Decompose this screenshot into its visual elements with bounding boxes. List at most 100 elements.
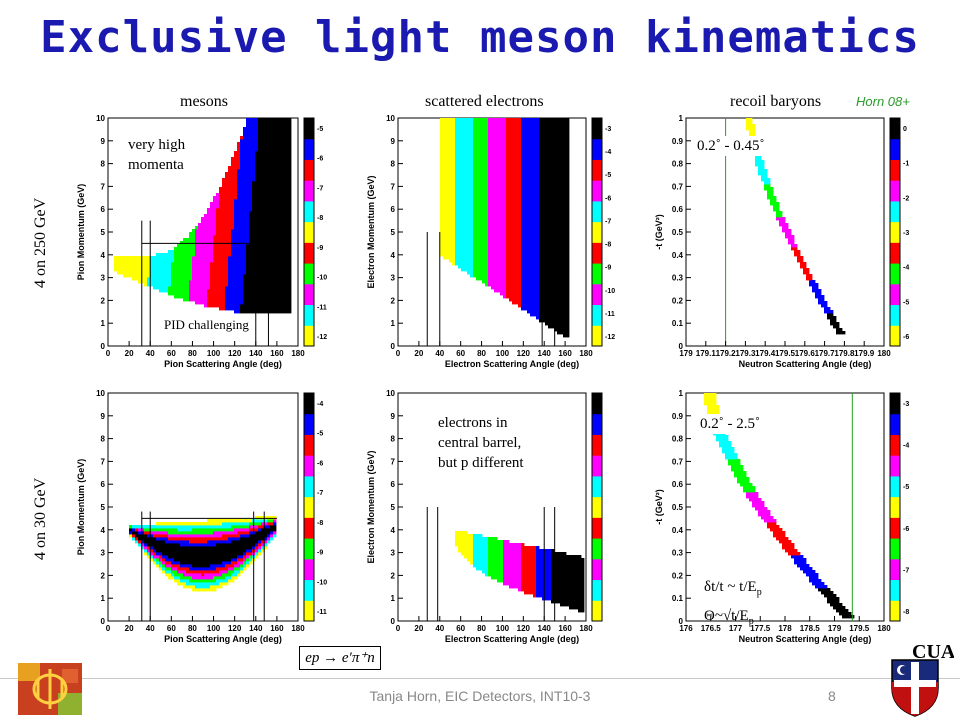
y-tick-label: 10 — [386, 389, 395, 398]
colorbar-cell — [304, 325, 314, 347]
colorbar-cell — [304, 263, 314, 285]
y-tick-label: 3 — [391, 549, 396, 558]
colorbar-cell — [304, 180, 314, 202]
x-tick-label: 160 — [270, 349, 284, 358]
colorbar-tick-label: -9 — [605, 265, 611, 272]
x-tick-label: 40 — [146, 624, 155, 633]
x-tick-label: 100 — [496, 624, 510, 633]
colorbar-tick-label: -10 — [317, 579, 327, 586]
colorbar-tick-label: -4 — [605, 149, 611, 156]
colorbar-cell — [304, 496, 314, 518]
colorbar-tick-label: -4 — [903, 443, 909, 450]
colorbar-tick-label: -6 — [903, 526, 909, 533]
plot-electrons-250: 0 1 2 3 4 5 6 7 8 9 10 0 20 40 60 80 100 120 140 160 180 Elec… — [362, 110, 642, 372]
y-tick-label: 0.2 — [672, 296, 684, 305]
x-tick-label: 160 — [558, 349, 572, 358]
y-tick-label: 0.3 — [672, 549, 684, 558]
colorbar-cell — [592, 221, 602, 243]
reaction-label: ep → e′π⁺n — [299, 646, 381, 670]
x-tick-label: 0 — [106, 624, 111, 633]
colorbar-tick-label: -12 — [317, 334, 327, 341]
x-tick-label: 179 — [828, 624, 842, 633]
heatmap-cells — [440, 118, 570, 338]
colorbar-tick-label: -11 — [605, 311, 615, 318]
colorbar-cell — [592, 138, 602, 160]
x-tick-label: 100 — [207, 624, 221, 633]
right-logo-shield-icon: CUA — [891, 641, 954, 717]
y-tick-label: 5 — [391, 503, 396, 512]
credit-label: Horn 08+ — [856, 94, 910, 109]
x-tick-label: 120 — [228, 349, 242, 358]
x-tick-label: 140 — [538, 624, 552, 633]
colorbar-frame — [303, 117, 315, 347]
colorbar-cell — [592, 434, 602, 456]
colorbar-tick-label: -6 — [317, 156, 323, 163]
colorbar-cell — [890, 434, 900, 456]
x-tick-label: 179.4 — [755, 349, 776, 358]
x-tick-label: 20 — [125, 624, 134, 633]
x-tick-label: 179.5 — [849, 624, 870, 633]
annotation-resolution-theta: Θ~√t/Ep — [704, 606, 754, 632]
y-tick-label: 0.5 — [672, 503, 684, 512]
y-tick-label: 0.8 — [672, 160, 684, 169]
y-tick-label: 9 — [391, 137, 396, 146]
plot-baryons-30: 0 0.1 0.2 0.3 0.4 0.5 0.6 0.7 0.8 0.9 1 176 176.5 177… — [650, 385, 940, 647]
y-tick-label: 1 — [101, 319, 106, 328]
colorbar-tick-label: -10 — [605, 288, 615, 295]
y-tick-label: 3 — [101, 274, 106, 283]
colorbar-cell — [592, 538, 602, 560]
colorbar-cell — [304, 538, 314, 560]
y-tick-label: 5 — [391, 228, 396, 237]
x-tick-label: 178.5 — [800, 624, 821, 633]
y-tick-label: 0.9 — [672, 137, 684, 146]
x-tick-label: 179.9 — [854, 349, 875, 358]
y-tick-label: 0 — [391, 617, 396, 626]
x-tick-label: 140 — [249, 349, 263, 358]
y-tick-label: 9 — [391, 412, 396, 421]
colorbar-cell — [890, 138, 900, 160]
x-axis-label: Electron Scattering Angle (deg) — [445, 634, 579, 644]
colorbar-tick-label: -10 — [317, 275, 327, 282]
colorbar-cell — [304, 393, 314, 415]
colorbar-tick-label: -11 — [317, 304, 327, 311]
y-tick-label: 0 — [391, 342, 396, 351]
colorbar-cell — [890, 118, 900, 140]
colorbar-tick-label: -4 — [317, 401, 323, 408]
x-tick-label: 60 — [456, 624, 465, 633]
colorbar-cell — [592, 413, 602, 435]
y-tick-label: 6 — [101, 205, 106, 214]
plot-canvas: 0 0.1 0.2 0.3 0.4 0.5 0.6 0.7 0.8 0.9 1 176 176.5 177… — [654, 389, 909, 644]
x-tick-label: 179.6 — [795, 349, 816, 358]
heatmap-cells — [114, 118, 292, 314]
heatmap-cells — [455, 531, 585, 613]
annotation-electrons-barrel: electrons in central barrel, but p diffe… — [438, 413, 524, 473]
colorbar-cell — [592, 558, 602, 581]
y-tick-label: 0.4 — [672, 251, 684, 260]
column-label-electrons: scattered electrons — [425, 93, 544, 110]
colorbar-tick-label: -7 — [903, 567, 909, 574]
x-tick-label: 180 — [579, 349, 593, 358]
colorbar-cell — [304, 558, 314, 581]
y-tick-label: 0.4 — [672, 526, 684, 535]
colorbar-tick-label: -5 — [903, 299, 909, 306]
y-tick-label: 2 — [101, 296, 106, 305]
y-tick-label: 8 — [391, 435, 396, 444]
plot-baryons-250: 0 0.1 0.2 0.3 0.4 0.5 0.6 0.7 0.8 0.9 1 179 179.1 179… — [650, 110, 940, 372]
colorbar-cell — [592, 455, 602, 477]
colorbar-cell — [304, 600, 314, 622]
colorbar-cell — [890, 180, 900, 202]
subscript: p — [748, 616, 754, 627]
y-tick-label: 4 — [101, 251, 106, 260]
heatmap-cells — [129, 516, 277, 592]
colorbar-cell — [592, 180, 602, 202]
x-tick-label: 180 — [579, 624, 593, 633]
annotation-very-high-momenta: very high momenta — [128, 135, 185, 175]
colorbar-cell — [304, 138, 314, 160]
x-tick-label: 40 — [146, 349, 155, 358]
colorbar-tick-label: -7 — [605, 218, 611, 225]
y-tick-label: 2 — [101, 571, 106, 580]
y-tick-label: 6 — [101, 480, 106, 489]
x-tick-label: 140 — [538, 349, 552, 358]
column-label-baryons: recoil baryons — [730, 93, 822, 110]
